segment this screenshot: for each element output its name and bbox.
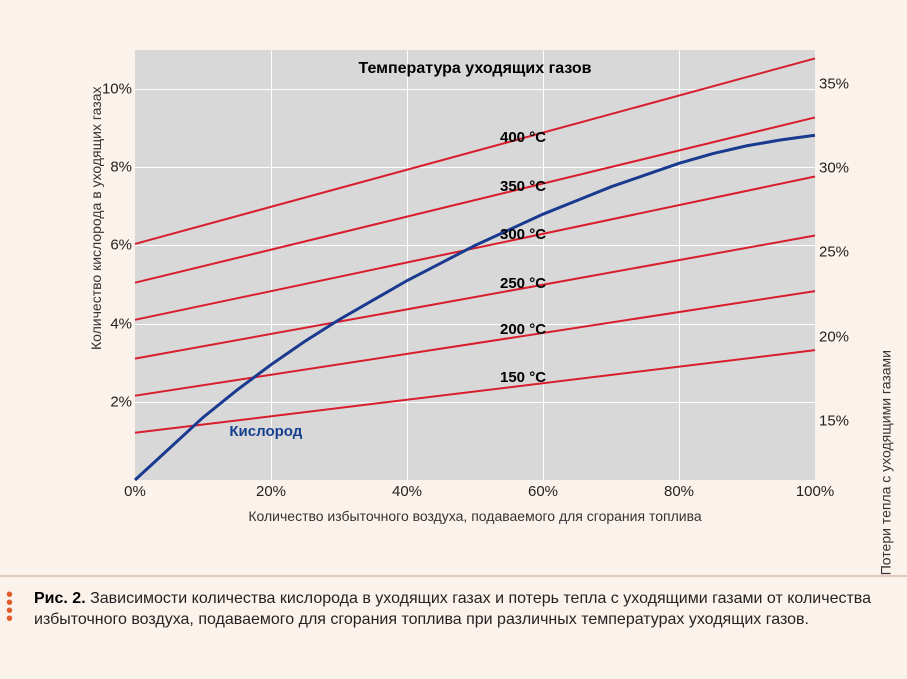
temp-line: [135, 58, 815, 243]
figure-caption-lead: Рис. 2.: [34, 590, 86, 607]
figure-caption-text: • •• • Рис. 2. Зависимости количества ки…: [0, 589, 907, 631]
temp-line-label: 350 °C: [500, 178, 546, 195]
x-tick: 80%: [654, 483, 704, 500]
temp-line-label: 200 °C: [500, 321, 546, 338]
y-left-tick: 4%: [98, 315, 132, 332]
y-left-tick: 2%: [98, 393, 132, 410]
chart-container: Температура уходящих газов 400 °C 350 °C 3…: [50, 20, 860, 540]
temp-line-label: 400 °C: [500, 129, 546, 146]
x-axis-label: Количество избыточного воздуха, подаваем…: [135, 508, 815, 524]
y-right-axis-label: Потери тепла с уходящими газами: [877, 350, 893, 575]
caption-bullet-icon: • •• •: [6, 591, 26, 611]
x-tick: 40%: [382, 483, 432, 500]
y-left-tick: 6%: [98, 237, 132, 254]
temp-line: [135, 117, 815, 282]
temp-line-label: 150 °C: [500, 369, 546, 386]
y-right-tick: 30%: [819, 160, 853, 177]
y-left-axis-label: Количество кислорода в уходящих газах: [88, 87, 104, 351]
y-left-tick: 8%: [98, 159, 132, 176]
x-tick: 0%: [110, 483, 160, 500]
chart-lines-svg: [135, 50, 815, 480]
temp-line: [135, 176, 815, 319]
y-right-tick: 15%: [819, 412, 853, 429]
temp-line-label: 250 °C: [500, 275, 546, 292]
temp-line: [135, 291, 815, 396]
chart-title: Температура уходящих газов: [135, 60, 815, 78]
x-tick: 100%: [790, 483, 840, 500]
x-tick: 20%: [246, 483, 296, 500]
figure-caption-body: Зависимости количества кислорода в уходя…: [34, 590, 871, 628]
x-tick: 60%: [518, 483, 568, 500]
y-left-tick: 10%: [98, 81, 132, 98]
temp-line-label: 300 °C: [500, 226, 546, 243]
y-right-tick: 35%: [819, 75, 853, 92]
oxygen-series-label: Кислород: [229, 423, 302, 440]
y-right-tick: 25%: [819, 244, 853, 261]
temp-line: [135, 235, 815, 358]
figure-caption-block: • •• • Рис. 2. Зависимости количества ки…: [0, 575, 907, 631]
y-right-tick: 20%: [819, 328, 853, 345]
